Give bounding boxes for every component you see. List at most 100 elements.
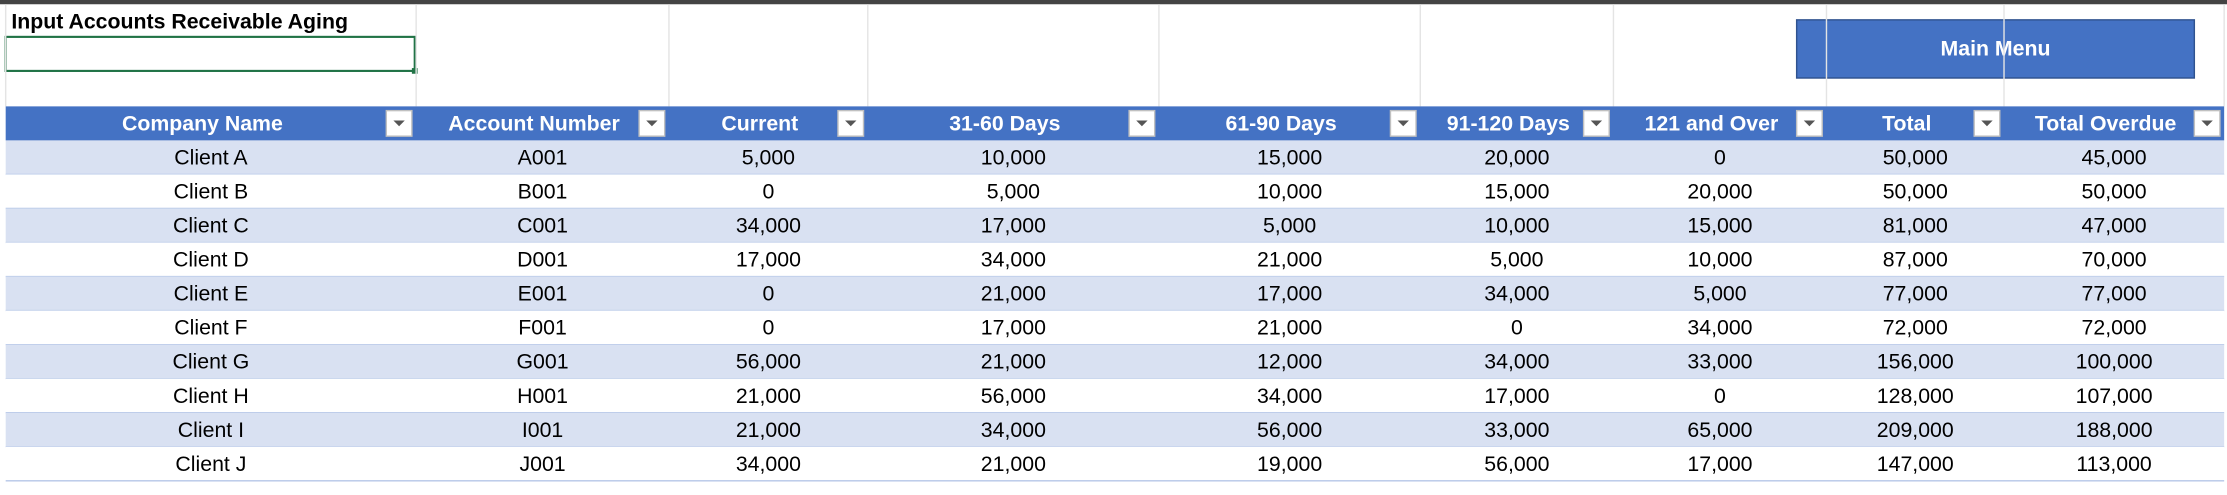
table-cell: 0 bbox=[1714, 384, 1726, 408]
filter-arrow bbox=[1590, 120, 1603, 127]
table-cell: 72,000 bbox=[1883, 316, 1948, 340]
table-cell: 72,000 bbox=[2082, 316, 2147, 340]
table-cell: 5,000 bbox=[1263, 214, 1316, 238]
table-cell: 147,000 bbox=[1877, 452, 1954, 476]
header-row bbox=[5, 106, 2225, 141]
table-cell: 56,000 bbox=[1484, 452, 1549, 476]
table-cell: 21,000 bbox=[981, 350, 1046, 374]
table-cell: 17,000 bbox=[1257, 282, 1322, 306]
table-cell: 20,000 bbox=[1484, 145, 1549, 169]
table-cell: 56,000 bbox=[736, 350, 801, 374]
table-cell: 17,000 bbox=[981, 316, 1046, 340]
table-row bbox=[5, 276, 2225, 311]
table-cell: 21,000 bbox=[1257, 316, 1322, 340]
table-cell: 21,000 bbox=[736, 418, 801, 442]
table-cell: 128,000 bbox=[1877, 384, 1954, 408]
filter-button[interactable] bbox=[837, 109, 865, 137]
filter-button[interactable] bbox=[1128, 109, 1156, 137]
table-cell: 34,000 bbox=[1687, 316, 1752, 340]
sheet-title: Input Accounts Receivable Aging bbox=[11, 9, 348, 33]
column-header: 121 and Over bbox=[1645, 111, 1779, 135]
table-cell: Client A bbox=[174, 145, 248, 169]
table-cell: Client J bbox=[175, 452, 246, 476]
table-cell: 17,000 bbox=[736, 248, 801, 272]
button-bg[interactable] bbox=[1795, 19, 2196, 79]
column-header: 91-120 Days bbox=[1447, 111, 1570, 135]
table-cell: 21,000 bbox=[981, 452, 1046, 476]
table-cell: 21,000 bbox=[736, 384, 801, 408]
table-cell: Client H bbox=[173, 384, 249, 408]
table-cell: 34,000 bbox=[981, 248, 1046, 272]
table-cell: 34,000 bbox=[1484, 350, 1549, 374]
column-header: Company Name bbox=[122, 111, 283, 135]
table-cell: A001 bbox=[518, 145, 568, 169]
table-cell: 65,000 bbox=[1687, 418, 1752, 442]
table-cell: 34,000 bbox=[736, 214, 801, 238]
table-cell: D001 bbox=[517, 248, 568, 272]
fill-handle bbox=[411, 68, 418, 74]
table-cell: 10,000 bbox=[1257, 180, 1322, 204]
table-cell: 0 bbox=[1511, 316, 1523, 340]
column-header: Current bbox=[721, 111, 798, 135]
filter-arrow bbox=[1803, 120, 1816, 127]
table-cell: Client I bbox=[178, 418, 244, 442]
table-cell: 17,000 bbox=[1687, 452, 1752, 476]
table-cell: 10,000 bbox=[1484, 214, 1549, 238]
table-cell: 15,000 bbox=[1687, 214, 1752, 238]
table-cell: Client C bbox=[173, 214, 249, 238]
table-cell: 0 bbox=[1714, 145, 1726, 169]
main-menu-button[interactable]: Main Menu bbox=[1795, 19, 2196, 79]
filter-arrow bbox=[393, 120, 405, 127]
table-cell: C001 bbox=[517, 214, 568, 238]
table-cell: 34,000 bbox=[1257, 384, 1322, 408]
table-row bbox=[5, 412, 2225, 447]
filter-arrow bbox=[2201, 120, 2213, 127]
table-cell: J001 bbox=[519, 452, 565, 476]
table-cell: 5,000 bbox=[987, 180, 1040, 204]
table-cell: 10,000 bbox=[981, 145, 1046, 169]
column-header: 31-60 Days bbox=[949, 111, 1060, 135]
table-cell: 107,000 bbox=[2076, 384, 2153, 408]
table-cell: 33,000 bbox=[1687, 350, 1752, 374]
table-cell: 77,000 bbox=[2082, 282, 2147, 306]
table-cell: Client G bbox=[172, 350, 249, 374]
table-cell: Client B bbox=[174, 180, 249, 204]
table-cell: 0 bbox=[762, 282, 774, 306]
table-cell: 113,000 bbox=[2076, 452, 2151, 476]
table-cell: F001 bbox=[518, 316, 567, 340]
table-cell: 45,000 bbox=[2082, 145, 2147, 169]
table-cell: 15,000 bbox=[1484, 180, 1549, 204]
table-cell: 0 bbox=[762, 180, 774, 204]
table-cell: 56,000 bbox=[981, 384, 1046, 408]
table-row bbox=[5, 378, 2225, 413]
column-header: Total bbox=[1882, 111, 1931, 135]
table-cell: 47,000 bbox=[2082, 214, 2147, 238]
filter-arrow bbox=[845, 120, 857, 127]
table-cell: 70,000 bbox=[2082, 248, 2147, 272]
table-row bbox=[5, 310, 2225, 345]
filter-arrow bbox=[1397, 120, 1409, 127]
table-cell: 20,000 bbox=[1687, 180, 1752, 204]
selected-cell[interactable] bbox=[4, 35, 416, 72]
table-row bbox=[5, 344, 2225, 379]
table-row bbox=[5, 208, 2225, 243]
table-cell: 87,000 bbox=[1883, 248, 1948, 272]
filter-button[interactable] bbox=[385, 109, 413, 137]
table-cell: 156,000 bbox=[1877, 350, 1954, 374]
filter-arrow bbox=[646, 120, 658, 127]
table-cell: I001 bbox=[522, 418, 563, 442]
column-header: Account Number bbox=[448, 111, 619, 135]
table-cell: H001 bbox=[517, 384, 568, 408]
filter-arrow bbox=[1136, 120, 1148, 127]
table-cell: 5,000 bbox=[1693, 282, 1746, 306]
button-label[interactable]: Main Menu bbox=[1941, 36, 2051, 60]
table-cell: 34,000 bbox=[736, 452, 801, 476]
table-cell: 21,000 bbox=[981, 282, 1046, 306]
table-cell: 5,000 bbox=[742, 145, 795, 169]
table-cell: 12,000 bbox=[1257, 350, 1322, 374]
table-cell: Client E bbox=[174, 282, 249, 306]
column-header: Total Overdue bbox=[2035, 111, 2177, 135]
table-row bbox=[5, 174, 2225, 209]
